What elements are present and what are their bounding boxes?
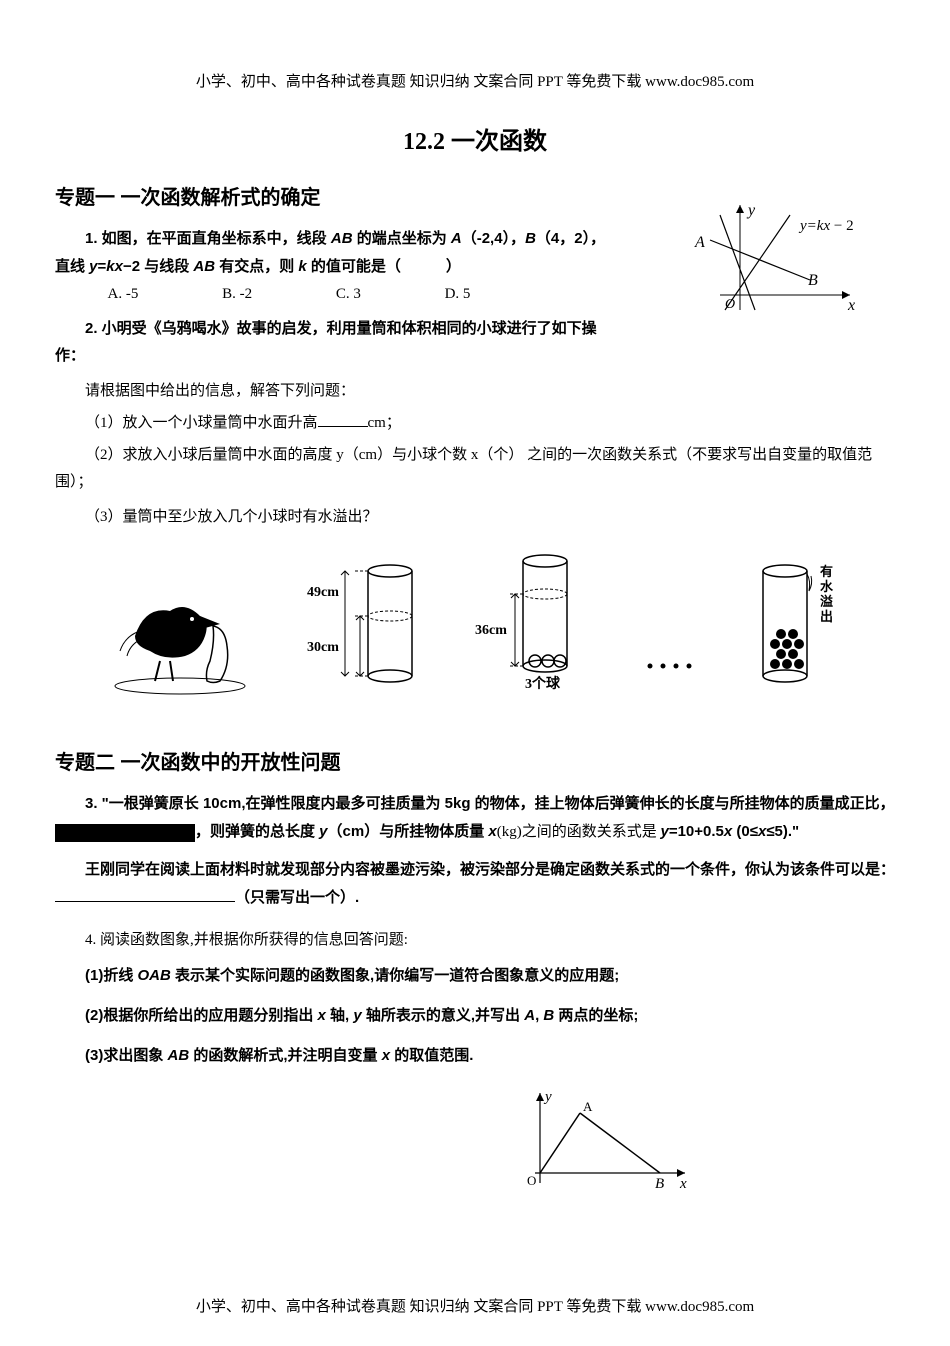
section2-title: 专题二 一次函数中的开放性问题 [55, 746, 895, 775]
svg-text:出: 出 [820, 609, 833, 624]
svg-text:A: A [583, 1099, 593, 1114]
q2-intro: 请根据图中给出的信息，解答下列问题： [55, 378, 895, 405]
header-text: 小学、初中、高中各种试卷真题 知识归纳 文案合同 PPT 等免费下载 www.d… [55, 70, 895, 91]
q2-p2: （2）求放入小球后量筒中水面的高度 y（cm）与小球个数 x（个） 之间的一次函… [55, 442, 895, 496]
blank-fill [318, 426, 368, 427]
svg-text:有: 有 [820, 564, 833, 579]
title-number: 12.2 [403, 129, 445, 155]
opt-a: A. -5 [108, 286, 139, 303]
q3-p1: 3. "一根弹簧原长 10cm,在弹性限度内最多可挂质量为 5kg 的物体，挂上… [55, 790, 895, 846]
ink-blot [55, 824, 195, 842]
svg-text:x: x [847, 297, 855, 314]
graph-q4: y x O A B [505, 1083, 705, 1198]
crow-drawing [105, 566, 255, 696]
svg-text:A: A [694, 234, 705, 251]
svg-text:溢: 溢 [820, 594, 833, 609]
svg-text:B: B [808, 272, 818, 289]
q4-p2: (2)根据你所给出的应用题分别指出 x 轴, y 轴所表示的意义,并写出 A, … [55, 999, 895, 1033]
svg-text:3个球: 3个球 [525, 675, 561, 692]
svg-text:O: O [527, 1173, 536, 1188]
svg-text:x: x [679, 1176, 687, 1192]
opt-b: B. -2 [222, 286, 252, 303]
q2-p3: （3）量筒中至少放入几个小球时有水溢出？ [55, 504, 895, 531]
cylinder-1: 49cm 30cm [305, 556, 425, 696]
q2-p1: （1）放入一个小球量筒中水面升高cm； [55, 410, 895, 437]
svg-text:B: B [655, 1176, 664, 1192]
svg-text:y: y [543, 1089, 552, 1105]
q4-head: 4. 阅读函数图象,并根据你所获得的信息回答问题: [55, 927, 895, 954]
svg-text:36cm: 36cm [475, 623, 507, 638]
svg-text:30cm: 30cm [307, 640, 339, 655]
q3-p2: 王刚同学在阅读上面材料时就发现部分内容被墨迹污染，被污染部分是确定函数关系式的一… [55, 856, 895, 912]
svg-text:y: y [746, 202, 756, 219]
cylinder-2: 36cm 3个球 [475, 546, 585, 696]
q1-text: 1. 如图，在平面直角坐标系中，线段 AB 的端点坐标为 A（-2,4），B（4… [55, 225, 615, 281]
svg-text:49cm: 49cm [307, 585, 339, 600]
title-text: 一次函数 [451, 128, 547, 155]
svg-text:O: O [725, 297, 735, 312]
dots [635, 636, 695, 696]
q4-p3: (3)求出图象 AB 的函数解析式,并注明自变量 x 的取值范围. [55, 1039, 895, 1073]
crow-illustration: 49cm 30cm 36cm 3个球 [55, 546, 895, 696]
footer-text: 小学、初中、高中各种试卷真题 知识归纳 文案合同 PPT 等免费下载 www.d… [0, 1295, 950, 1316]
cylinder-3: 有 水 溢 出 [745, 556, 845, 696]
opt-d: D. 5 [445, 286, 471, 303]
blank-long [55, 901, 235, 902]
opt-c: C. 3 [336, 286, 361, 303]
main-title: 12.2 一次函数 [55, 121, 895, 156]
graph-q1: y x O A B y=kx − 2 [670, 195, 890, 325]
svg-text:水: 水 [820, 579, 834, 594]
q4-p1: (1)折线 OAB 表示某个实际问题的函数图象,请你编写一道符合图象意义的应用题… [55, 959, 895, 993]
svg-text:y=kx − 2: y=kx − 2 [798, 218, 854, 234]
